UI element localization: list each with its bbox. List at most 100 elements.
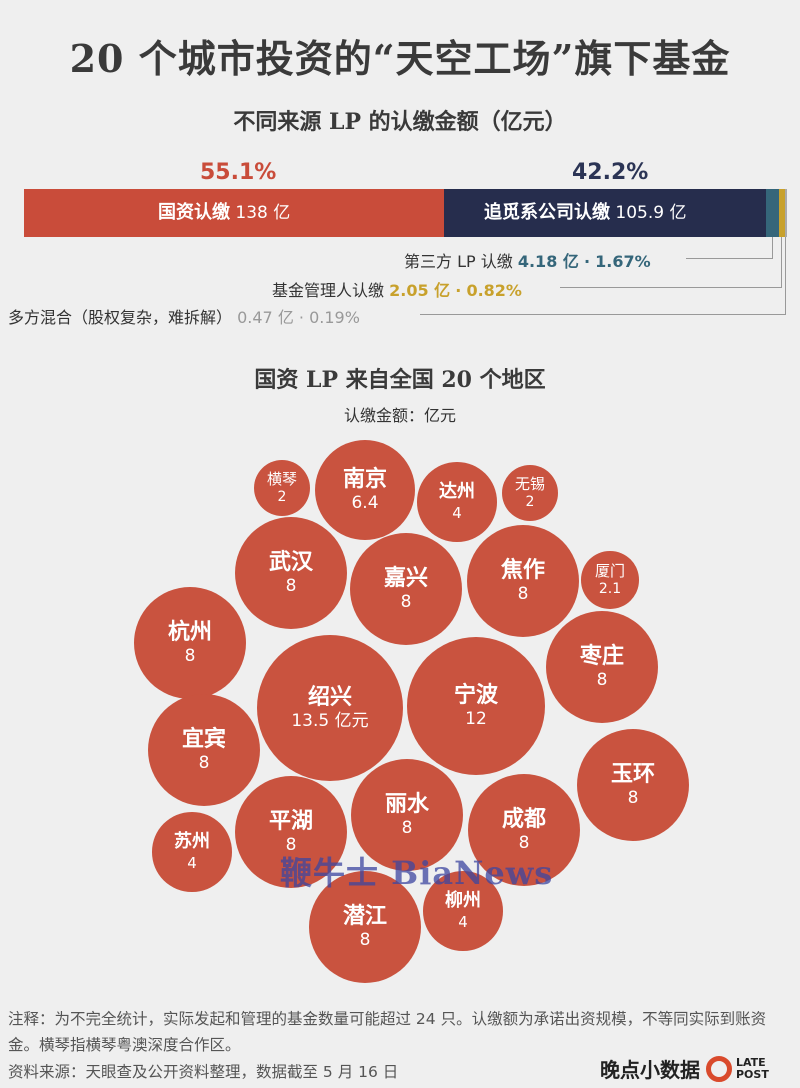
bubble-value: 4 [187,853,197,872]
bar-segment-third-party [766,189,779,237]
bubble-value: 6.4 [351,493,379,514]
bubble-name: 绍兴 [307,684,352,710]
bubble-name: 成都 [501,806,546,832]
bubble-value: 2.1 [598,580,622,597]
footnote: 注释：为不完全统计，实际发起和管理的基金数量可能超过 24 只。认缴额为承诺出资… [8,1010,767,1054]
bar-label-state: 国资认缴 138 亿 [158,189,290,237]
bubble-value: 8 [400,592,412,613]
series-share: 0.82% [466,281,522,300]
bubble-value: 8 [285,576,297,597]
bubble-value: 2 [525,493,535,510]
bubble-value: 8 [517,584,529,605]
bubble-value: 8 [518,833,530,854]
bubble-13: 宜宾 8 [147,693,261,807]
bubble-11: 宁波 12 [407,637,545,775]
bubble-value: 8 [627,788,639,809]
bar-chart-title: 不同来源 LP 的认缴金额（亿元） [233,109,567,135]
bubble-name: 苏州 [173,831,210,853]
bubble-19: 柳州 4 [423,871,503,951]
bubble-1: 横琴 2 [253,459,311,517]
series-name: 多方混合（股权复杂，难拆解） [8,308,233,327]
bubble-7: 焦作 8 [466,524,580,638]
bubble-value: 8 [359,930,371,951]
bubble-5: 武汉 8 [234,516,348,630]
bar-segment-state [24,189,444,237]
bubble-value: 8 [596,670,608,691]
bubble-value: 4 [452,503,462,522]
leader-line-third-party-v [772,237,773,259]
bubble-20: 潜江 8 [308,870,422,984]
bubble-chart-title: 国资 LP 来自全国 20 个地区 [254,367,546,393]
leader-line-mixed-h [420,314,786,315]
pct-label-dreame: 42.2% [572,160,649,185]
bubble-value: 4 [458,912,468,931]
leader-line-manager-h [560,287,782,288]
bubble-8: 厦门 2.1 [581,551,639,609]
pct-label-state: 55.1% [200,160,277,185]
bubble-value: 12 [465,709,487,730]
bubble-name: 宁波 [453,682,498,708]
bubble-name: 达州 [438,481,475,503]
bubble-name: 南京 [342,466,387,492]
bubble-name: 焦作 [500,557,545,583]
bubble-17: 成都 8 [467,773,581,887]
brand-logo-late-line1: LATE [736,1055,766,1069]
legend-row-manager: 基金管理人认缴 2.05 亿 · 0.82% [272,281,522,300]
bubble-value: 2 [277,488,287,505]
bar-segment-manager [779,189,785,237]
series-name: 国资认缴 [158,202,230,223]
bubble-4: 无锡 2 [501,464,559,522]
bubble-name: 枣庄 [579,643,624,669]
bubble-name: 武汉 [268,549,313,575]
bubble-9: 杭州 8 [133,586,247,700]
series-value: 2.05 亿 [389,281,451,300]
bubble-14: 玉环 8 [576,728,690,842]
leader-line-mixed-v [785,237,786,315]
bubble-name: 柳州 [444,890,481,912]
bubble-name: 厦门 [594,561,625,580]
series-name: 基金管理人认缴 [272,281,385,300]
legend-row-mixed: 多方混合（股权复杂，难拆解） 0.47 亿 · 0.19% [8,308,360,327]
bubble-18: 苏州 4 [152,812,232,892]
bubble-10: 绍兴 13.5 亿元 [257,635,403,781]
brand-logo-text: 晚点小数据 [600,1058,700,1082]
bubble-value: 8 [401,818,413,839]
series-name: 第三方 LP 认缴 [404,252,513,271]
bubble-name: 无锡 [514,474,545,493]
series-share: 1.67% [595,252,651,271]
bubble-value: 8 [285,835,297,856]
legend-row-third-party: 第三方 LP 认缴 4.18 亿 · 1.67% [404,252,651,271]
bubble-value: 8 [198,753,210,774]
series-value: 105.9 亿 [615,203,687,223]
bubble-name: 宜宾 [181,726,226,752]
brand-logo-late: LATE POST [736,1055,769,1081]
brand-logo: 晚点小数据 LATE POST [600,1054,769,1083]
brand-logo-mark [706,1055,732,1082]
bubble-value: 13.5 亿元 [291,711,369,732]
leader-line-manager-v [781,237,782,288]
bubble-3: 达州 4 [417,462,497,542]
bubble-6: 嘉兴 8 [349,532,463,646]
bar-segment-mixed [785,189,787,237]
bubble-15: 丽水 8 [350,758,464,872]
series-value: 0.47 亿 [237,308,294,327]
bubble-name: 平湖 [268,808,313,834]
source-note: 资料来源：天眼查及公开资料整理，数据截至 5 月 16 日 [8,1063,399,1081]
series-value: 4.18 亿 [517,252,579,271]
series-value: 138 亿 [235,203,291,223]
watermark: 鞭牛士 BiaNews [280,854,554,892]
brand-logo-late-line2: POST [736,1067,769,1081]
leader-line-third-party-h [686,258,773,259]
bar-segment-dreame [444,189,766,237]
bubble-value: 8 [184,646,196,667]
bubble-name: 玉环 [610,761,655,787]
bubble-name: 杭州 [167,619,212,645]
bubble-chart-unit: 认缴金额：亿元 [343,406,456,425]
page-title: 20 个城市投资的“天空工场”旗下基金 [69,36,731,81]
bubble-16: 平湖 8 [234,775,348,889]
bubble-name: 横琴 [266,469,297,488]
bubble-name: 丽水 [384,791,429,817]
series-share: 0.19% [309,308,360,327]
bubble-2: 南京 6.4 [314,439,416,541]
bubble-name: 潜江 [342,903,387,929]
